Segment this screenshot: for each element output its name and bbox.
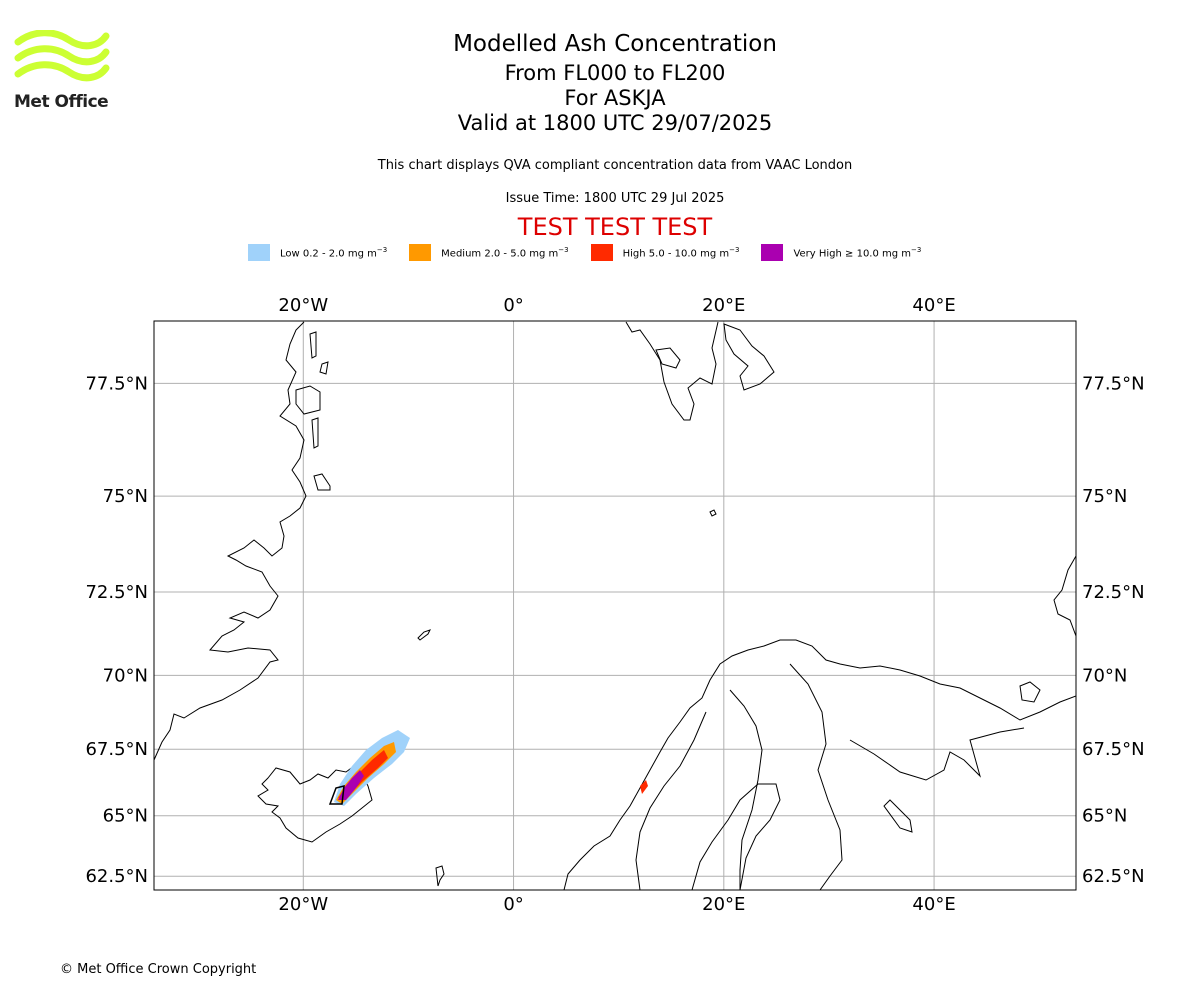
greenland-coast <box>154 321 307 761</box>
lon-label-bottom: 40°E <box>912 894 955 915</box>
ash-plume <box>328 730 410 806</box>
finland-border <box>729 689 763 890</box>
greenland-island <box>319 361 329 375</box>
title-block: Modelled Ash Concentration From FL000 to… <box>0 28 1200 136</box>
white-sea <box>849 727 1025 781</box>
lat-label-right: 67.5°N <box>1082 739 1145 760</box>
legend-swatch <box>409 244 432 261</box>
legend-swatch <box>248 244 270 261</box>
lat-label-left: 62.5°N <box>85 866 148 887</box>
lat-label-left: 70°N <box>103 665 148 686</box>
legend-item-low: Low 0.2 - 2.0 mg m−3 <box>248 244 387 261</box>
gulf-of-bothnia <box>691 783 781 890</box>
test-banner: TEST TEST TEST <box>517 213 713 241</box>
norway-coast <box>563 639 1076 890</box>
map-frame <box>153 320 1077 891</box>
greenland-island <box>295 385 321 415</box>
copyright: © Met Office Crown Copyright <box>60 962 257 977</box>
lon-label-top: 40°E <box>912 295 955 316</box>
chart-subtitle: This chart displays QVA compliant concen… <box>377 158 853 173</box>
greenland-island <box>311 417 319 449</box>
svalbard-coast <box>625 321 719 421</box>
kola-coast <box>883 799 913 833</box>
lat-label-right: 62.5°N <box>1082 866 1145 887</box>
svalbard-coast <box>655 347 681 369</box>
ash-very-high <box>338 770 364 800</box>
lon-label-top: 20°W <box>278 295 328 316</box>
coastlines <box>154 321 1076 890</box>
volcano-area-outline <box>328 785 345 805</box>
norway-ash-spot <box>640 780 648 794</box>
lon-label-top: 20°E <box>702 295 745 316</box>
longitude-labels: 20°W 20°W 0° 0° 20°E 20°E 40°E 40°E <box>278 295 955 915</box>
chart-title: Modelled Ash Concentration <box>453 31 777 57</box>
greenland-island <box>309 331 317 359</box>
legend-swatch <box>590 244 613 261</box>
lat-label-right: 72.5°N <box>1082 582 1145 603</box>
lat-label-right: 75°N <box>1082 486 1127 507</box>
lat-label-left: 77.5°N <box>85 373 148 394</box>
lat-label-left: 65°N <box>103 806 148 827</box>
lat-label-left: 72.5°N <box>85 582 148 603</box>
greenland-island <box>313 473 331 491</box>
volcano-name: For ASKJA <box>564 86 666 110</box>
met-office-logo: Met Office <box>14 29 114 112</box>
svalbard-coast <box>723 323 775 391</box>
lat-label-left: 67.5°N <box>85 739 148 760</box>
finland-russia-border <box>789 663 843 890</box>
legend-item-medium: Medium 2.0 - 5.0 mg m−3 <box>409 244 569 261</box>
iceland-coast <box>257 765 373 843</box>
lat-label-right: 77.5°N <box>1082 373 1145 394</box>
gridlines <box>154 321 1076 890</box>
lon-label-bottom: 20°E <box>702 894 745 915</box>
valid-time: Valid at 1800 UTC 29/07/2025 <box>457 111 773 135</box>
lat-label-right: 70°N <box>1082 665 1127 686</box>
met-office-wave-icon <box>14 29 110 82</box>
issue-time: Issue Time: 1800 UTC 29 Jul 2025 <box>505 191 725 206</box>
lon-label-top: 0° <box>503 295 523 316</box>
flight-levels: From FL000 to FL200 <box>504 61 726 85</box>
legend: Low 0.2 - 2.0 mg m−3 Medium 2.0 - 5.0 mg… <box>248 244 943 261</box>
bear-island-coast <box>709 509 717 517</box>
legend-item-high: High 5.0 - 10.0 mg m−3 <box>590 244 739 261</box>
sweden-norway-border <box>635 711 707 890</box>
legend-item-very-high: Very High ≥ 10.0 mg m−3 <box>761 244 921 261</box>
legend-swatch <box>761 244 784 261</box>
jan-mayen-coast <box>417 629 431 641</box>
lon-label-bottom: 0° <box>503 894 523 915</box>
lat-label-left: 75°N <box>103 486 148 507</box>
kanin-island <box>1019 681 1041 703</box>
novaya-zemlya <box>1053 555 1076 637</box>
lat-label-right: 65°N <box>1082 806 1127 827</box>
logo-text: Met Office <box>14 92 109 112</box>
latitude-labels: 62.5°N 62.5°N 65°N 65°N 67.5°N 67.5°N 70°N 70°N… <box>85 373 1144 887</box>
lon-label-bottom: 20°W <box>278 894 328 915</box>
faroe-islands <box>435 865 445 887</box>
